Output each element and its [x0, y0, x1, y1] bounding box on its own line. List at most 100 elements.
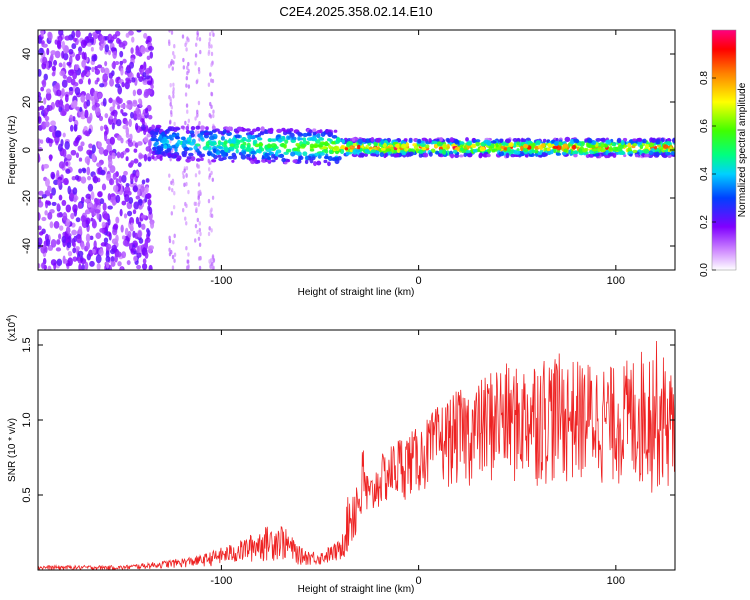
heatmap-cell	[620, 150, 625, 155]
heatmap-cell	[120, 67, 124, 76]
heatmap-cell	[58, 161, 65, 169]
heatmap-cell	[573, 138, 579, 143]
heatmap-cell	[88, 249, 94, 257]
heatmap-cell	[56, 258, 63, 267]
heatmap-cell	[114, 254, 118, 263]
heatmap-cell	[120, 266, 124, 270]
heatmap-cell	[93, 197, 98, 204]
heatmap-cell	[62, 61, 66, 71]
heatmap-cell	[282, 129, 288, 133]
heatmap-cell	[41, 262, 45, 269]
heatmap-cell	[546, 147, 551, 152]
heatmap-cell	[180, 136, 186, 141]
heatmap-cell	[168, 247, 171, 253]
spectrogram-y-label: Frequency (Hz)	[7, 116, 18, 185]
heatmap-cell	[114, 61, 120, 66]
heatmap-cell	[63, 177, 69, 186]
heatmap-cell	[78, 168, 83, 174]
heatmap-cell	[133, 148, 138, 153]
heatmap-cell	[138, 198, 143, 206]
heatmap-cell	[210, 44, 213, 49]
heatmap-cell	[185, 246, 188, 251]
heatmap-cell	[197, 190, 200, 195]
heatmap-cell	[197, 236, 201, 242]
heatmap-cell	[194, 133, 197, 138]
heatmap-cell	[134, 232, 138, 240]
heatmap-cell	[146, 133, 151, 138]
heatmap-cell	[110, 47, 117, 52]
heatmap-cell	[135, 216, 139, 225]
heatmap-cell	[523, 143, 529, 149]
heatmap-cell	[185, 125, 190, 131]
heatmap-cell	[247, 134, 252, 140]
snr-line	[38, 340, 675, 570]
heatmap-cell	[199, 49, 202, 55]
heatmap-cell	[223, 140, 228, 145]
heatmap-cell	[393, 153, 400, 158]
heatmap-cell	[119, 208, 123, 217]
heatmap-cell	[364, 149, 370, 154]
heatmap-cell	[78, 78, 84, 85]
heatmap-cell	[43, 107, 49, 116]
heatmap-cell	[644, 153, 650, 158]
heatmap-cell	[135, 171, 140, 177]
heatmap-cell	[106, 144, 113, 153]
heatmap-cell	[281, 142, 285, 147]
heatmap-cell	[44, 120, 50, 128]
heatmap-cell	[186, 109, 189, 114]
snr-y-label: SNR (10 * v/v)	[7, 418, 18, 482]
heatmap-cell	[89, 36, 95, 43]
heatmap-cell	[58, 106, 63, 113]
heatmap-cell	[198, 151, 202, 155]
snr-ticks: -100 0 100 0.5 1.0 1.5	[21, 330, 675, 587]
heatmap-cell	[521, 138, 527, 143]
heatmap-cell	[38, 142, 41, 148]
colorbar: 0.0 0.2 0.4 0.6 0.8 Normalized spectral ampl…	[699, 29, 748, 277]
spectrogram-x-tick-label: 0	[416, 275, 422, 287]
heatmap-cell	[148, 139, 152, 148]
heatmap-cell	[84, 65, 88, 75]
heatmap-cell	[66, 61, 72, 66]
heatmap-cell	[495, 142, 499, 148]
heatmap-cell	[103, 149, 109, 157]
heatmap-cell	[648, 150, 654, 156]
heatmap-cell	[130, 160, 134, 166]
heatmap-cell	[203, 132, 210, 136]
heatmap-cell	[210, 78, 213, 83]
heatmap-cell	[148, 264, 153, 270]
heatmap-cell	[516, 141, 520, 146]
heatmap-cell	[105, 126, 109, 135]
heatmap-cell	[144, 75, 151, 80]
heatmap-cell	[146, 55, 151, 61]
heatmap-cell	[264, 152, 270, 157]
heatmap-cell	[195, 158, 201, 162]
heatmap-cell	[132, 89, 137, 97]
heatmap-cell	[56, 212, 61, 218]
heatmap-cell	[231, 159, 235, 163]
heatmap-cell	[256, 136, 262, 141]
heatmap-cell	[143, 153, 148, 162]
heatmap-cell	[385, 148, 392, 152]
heatmap-cell	[98, 146, 105, 155]
heatmap-cell	[466, 141, 472, 146]
heatmap-cell	[89, 235, 94, 240]
heatmap-cell	[85, 233, 91, 243]
heatmap-cell	[184, 92, 188, 97]
heatmap-cell	[87, 183, 94, 192]
heatmap-cell	[96, 77, 100, 82]
heatmap-cell	[132, 101, 138, 107]
heatmap-cell	[168, 41, 171, 47]
heatmap-cell	[302, 137, 307, 142]
heatmap-cell	[666, 138, 671, 142]
heatmap-cell	[168, 30, 171, 33]
heatmap-cell	[133, 255, 138, 262]
snr-scale-note: (x104)	[6, 315, 18, 342]
heatmap-cell	[400, 151, 407, 156]
heatmap-cell	[38, 111, 41, 117]
heatmap-cell	[506, 146, 511, 152]
heatmap-cell	[198, 170, 201, 175]
heatmap-cell	[185, 129, 191, 134]
heatmap-cell	[115, 194, 121, 204]
heatmap-cell	[126, 260, 131, 266]
